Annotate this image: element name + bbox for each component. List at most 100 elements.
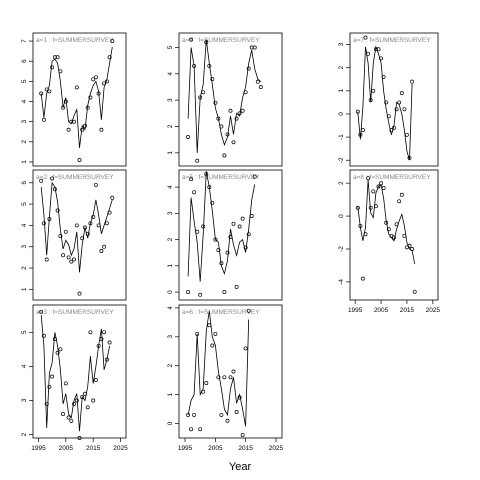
data-point — [83, 225, 87, 230]
y-tick-label: 5 — [21, 202, 28, 206]
data-point — [198, 427, 203, 432]
data-point — [237, 111, 242, 116]
data-point — [80, 395, 85, 400]
data-point — [222, 375, 227, 380]
data-point — [258, 85, 263, 89]
data-point — [44, 257, 49, 262]
data-point — [47, 384, 52, 389]
data-point — [69, 119, 74, 124]
data-point — [210, 200, 215, 205]
data-point — [394, 222, 399, 227]
x-tick-label: 2025 — [113, 445, 128, 452]
data-point — [402, 233, 407, 238]
data-point — [99, 127, 104, 132]
data-point — [237, 224, 242, 229]
y-tick-label: 0 — [167, 421, 174, 425]
panel-frame — [178, 169, 283, 301]
y-tick-label: 3 — [167, 98, 174, 102]
y-tick-label: 1 — [167, 264, 174, 268]
fitted-line — [187, 39, 262, 153]
y-tick-label: 0 — [338, 112, 345, 116]
data-point — [201, 90, 206, 95]
data-point — [83, 123, 87, 128]
facet-panel: a=1 : f=SUMMERSURVEY 1 2 3 4 5 6 7 — [21, 32, 127, 167]
facet-panel: a=8 : f=SUMMERSURVEY -4 -2 0 2 1995 2005 2015 20… — [338, 169, 441, 314]
panel-frame — [32, 169, 127, 301]
y-tick-label: 1 — [21, 287, 28, 291]
data-point — [83, 391, 87, 396]
data-point — [192, 412, 197, 417]
panel-label: a=4 : f=SUMMERSURVEY — [182, 37, 260, 44]
data-point — [66, 415, 71, 420]
data-point — [72, 257, 76, 262]
data-point — [222, 153, 227, 158]
data-point — [397, 199, 402, 204]
data-point — [96, 343, 101, 348]
data-point — [204, 40, 209, 45]
data-point — [77, 158, 82, 162]
data-point — [195, 158, 200, 163]
data-point — [219, 261, 224, 266]
data-point — [243, 90, 248, 95]
data-point — [91, 214, 96, 219]
data-point — [389, 128, 394, 133]
y-tick-label: 7 — [21, 39, 28, 43]
data-point — [407, 243, 412, 248]
data-point — [93, 75, 98, 80]
data-point — [355, 109, 360, 114]
data-point — [74, 85, 79, 90]
x-tick-label: 2015 — [86, 445, 101, 452]
data-point — [373, 47, 378, 52]
x-tick-label: 2025 — [426, 307, 441, 314]
y-tick-label: 5 — [21, 79, 28, 83]
y-tick-label: -4 — [338, 279, 345, 285]
data-point — [58, 347, 63, 352]
y-tick-label: 2 — [338, 66, 345, 70]
data-point — [368, 98, 373, 103]
data-point — [47, 89, 52, 94]
data-point — [198, 292, 203, 297]
data-point — [392, 235, 396, 240]
data-point — [39, 91, 44, 96]
data-point — [107, 340, 112, 345]
data-point — [243, 245, 248, 250]
data-point — [63, 381, 68, 386]
data-point — [371, 189, 376, 194]
panel-frame — [32, 304, 127, 439]
data-point — [104, 357, 109, 362]
data-point — [210, 77, 215, 82]
y-tick-label: -2 — [338, 246, 345, 252]
y-tick-label: 1 — [21, 160, 28, 164]
data-point — [404, 132, 409, 137]
data-point — [102, 330, 107, 335]
data-point — [255, 79, 260, 84]
data-point — [52, 187, 57, 192]
data-point — [88, 221, 93, 226]
panel-label: a=2 : f=SUMMERSURVEY — [36, 174, 114, 181]
x-tick-label: 1995 — [348, 307, 363, 314]
y-tick-label: 3 — [167, 211, 174, 215]
y-tick-label: 3 — [338, 42, 345, 46]
data-point — [225, 250, 230, 255]
data-point — [85, 105, 90, 110]
data-point — [189, 427, 194, 432]
x-tick-label: 2005 — [208, 445, 223, 452]
data-point — [41, 117, 46, 122]
data-point — [216, 375, 221, 380]
data-point — [63, 99, 68, 104]
data-point — [228, 235, 233, 239]
data-point — [66, 127, 71, 132]
y-tick-label: 4 — [167, 306, 174, 310]
panel-label: a=3 : f=SUMMERSURVEY — [36, 309, 114, 316]
x-axis-title: Year — [229, 461, 252, 473]
data-point — [213, 331, 218, 336]
y-tick-label: 0 — [338, 214, 345, 218]
data-point — [50, 176, 55, 181]
y-tick-label: 4 — [21, 364, 28, 368]
data-point — [63, 229, 68, 234]
y-tick-label: 1 — [338, 89, 345, 93]
data-point — [252, 174, 257, 179]
data-point — [379, 56, 384, 61]
data-point — [41, 333, 46, 338]
y-tick-label: 3 — [21, 119, 28, 123]
